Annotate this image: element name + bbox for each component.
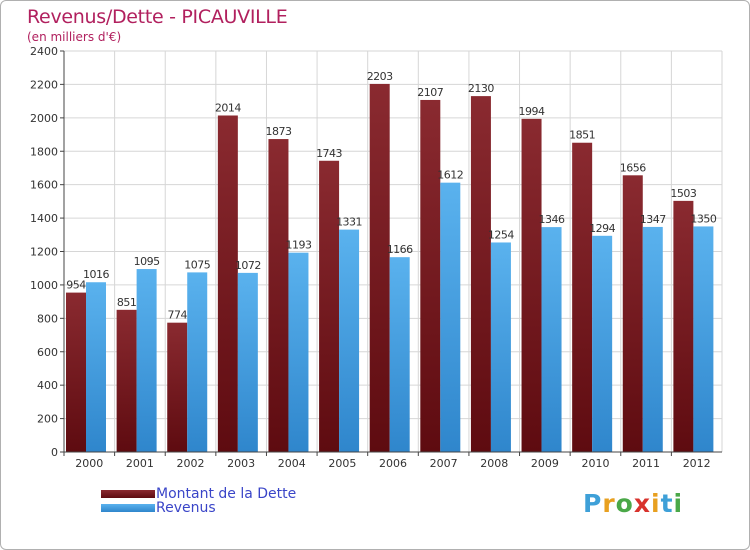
chart-title: Revenus/Dette - PICAUVILLE (27, 6, 288, 28)
bar-revenus (136, 269, 157, 452)
x-tick-label: 2001 (126, 457, 154, 470)
data-label-revenus: 1193 (285, 239, 311, 252)
bar-dette (369, 83, 390, 453)
y-tick-label: 1600 (30, 179, 58, 192)
bar-revenus (339, 229, 360, 452)
logo-letter: x (633, 489, 651, 518)
data-label-revenus: 1095 (134, 255, 160, 268)
x-tick-label: 2011 (632, 457, 660, 470)
y-tick-label: 2200 (30, 78, 58, 91)
y-tick-label: 1000 (30, 279, 58, 292)
y-tick-label: 600 (37, 346, 58, 359)
data-label-revenus: 1075 (184, 258, 210, 271)
x-tick-label: 2010 (581, 457, 609, 470)
legend-swatch-dette (101, 490, 155, 498)
bar-dette (521, 118, 542, 453)
x-tick-label: 2008 (480, 457, 508, 470)
bar-dette (268, 139, 289, 452)
data-label-revenus: 1294 (589, 222, 615, 235)
bar-revenus (642, 226, 663, 452)
bar-dette (319, 160, 340, 452)
chart-subtitle: (en milliers d'€) (27, 30, 122, 44)
bar-dette (116, 309, 137, 452)
data-label-revenus: 1016 (83, 268, 109, 281)
data-label-dette: 851 (117, 296, 137, 309)
bar-dette (420, 99, 441, 452)
logo-letter: t (660, 489, 674, 518)
bar-revenus (389, 257, 410, 452)
data-label-revenus: 1254 (488, 228, 514, 241)
data-label-dette: 1743 (316, 147, 342, 160)
bar-revenus (541, 227, 562, 452)
x-tick-label: 2009 (531, 457, 559, 470)
y-tick-label: 1800 (30, 145, 58, 158)
proxiti-logo: Proxiti (583, 489, 683, 518)
y-tick-label: 0 (51, 446, 58, 459)
grid-lines (64, 50, 723, 452)
bar-revenus (490, 242, 511, 452)
logo-letter: i (651, 489, 661, 518)
legend-label-revenus: Revenus (156, 500, 216, 516)
logo-letter: r (602, 489, 616, 518)
logo-letter: i (673, 489, 684, 518)
bar-revenus (693, 226, 714, 452)
bars (66, 83, 714, 453)
x-tick-label: 2005 (328, 457, 356, 470)
x-tick-label: 2004 (278, 457, 306, 470)
y-tick-label: 800 (37, 312, 58, 325)
data-label-dette: 2130 (468, 82, 494, 95)
data-label-dette: 1656 (620, 161, 646, 174)
x-tick-label: 2006 (379, 457, 407, 470)
y-tick-label: 1200 (30, 246, 58, 259)
data-label-dette: 1503 (670, 187, 696, 200)
bar-dette (622, 175, 643, 452)
x-tick-label: 2003 (227, 457, 255, 470)
bar-dette (572, 142, 593, 452)
y-tick-label: 2000 (30, 112, 58, 125)
bar-revenus (440, 182, 461, 452)
data-label-revenus: 1166 (387, 243, 413, 256)
legend-label-dette: Montant de la Dette (156, 486, 297, 502)
x-tick-label: 2000 (75, 457, 103, 470)
data-label-revenus: 1346 (539, 213, 565, 226)
bar-revenus (237, 272, 258, 452)
data-label-dette: 2107 (417, 86, 443, 99)
bar-revenus (187, 272, 208, 452)
axes: 0 200 400 600 800 1000 1200 1400 1600 1800 2000 220… (30, 45, 722, 470)
y-tick-label: 400 (37, 379, 58, 392)
data-label-revenus: 1350 (690, 212, 716, 225)
data-label-dette: 2203 (367, 70, 393, 83)
bar-dette (167, 322, 188, 452)
data-label-dette: 1994 (519, 105, 545, 118)
bar-dette (673, 200, 694, 452)
bar-dette (470, 96, 491, 453)
bar-revenus (592, 235, 613, 452)
data-label-dette: 954 (66, 279, 86, 292)
y-tick-label: 2400 (30, 45, 58, 58)
data-label-revenus: 1612 (437, 169, 463, 182)
data-label-revenus: 1347 (640, 213, 666, 226)
logo-letter: o (615, 489, 634, 518)
data-label-dette: 2014 (215, 101, 241, 114)
data-label-dette: 1873 (265, 125, 291, 138)
bar-chart: 0 200 400 600 800 1000 1200 1400 1600 1800 2000 220… (30, 45, 723, 470)
legend-swatch-revenus (101, 504, 155, 512)
bar-revenus (86, 282, 106, 452)
x-tick-label: 2007 (430, 457, 458, 470)
logo-letter: P (583, 489, 603, 518)
bar-revenus (288, 252, 309, 452)
data-label-dette: 774 (167, 309, 187, 322)
x-tick-label: 2012 (683, 457, 711, 470)
y-tick-label: 1400 (30, 212, 58, 225)
bar-dette (66, 292, 86, 452)
data-label-dette: 1851 (569, 129, 595, 142)
data-label-revenus: 1072 (235, 259, 261, 272)
data-label-revenus: 1331 (336, 216, 362, 229)
y-tick-label: 200 (37, 413, 58, 426)
bar-dette (217, 115, 238, 452)
x-tick-label: 2002 (177, 457, 205, 470)
